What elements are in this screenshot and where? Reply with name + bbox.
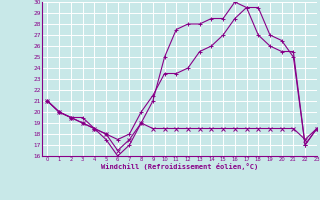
- X-axis label: Windchill (Refroidissement éolien,°C): Windchill (Refroidissement éolien,°C): [100, 163, 258, 170]
